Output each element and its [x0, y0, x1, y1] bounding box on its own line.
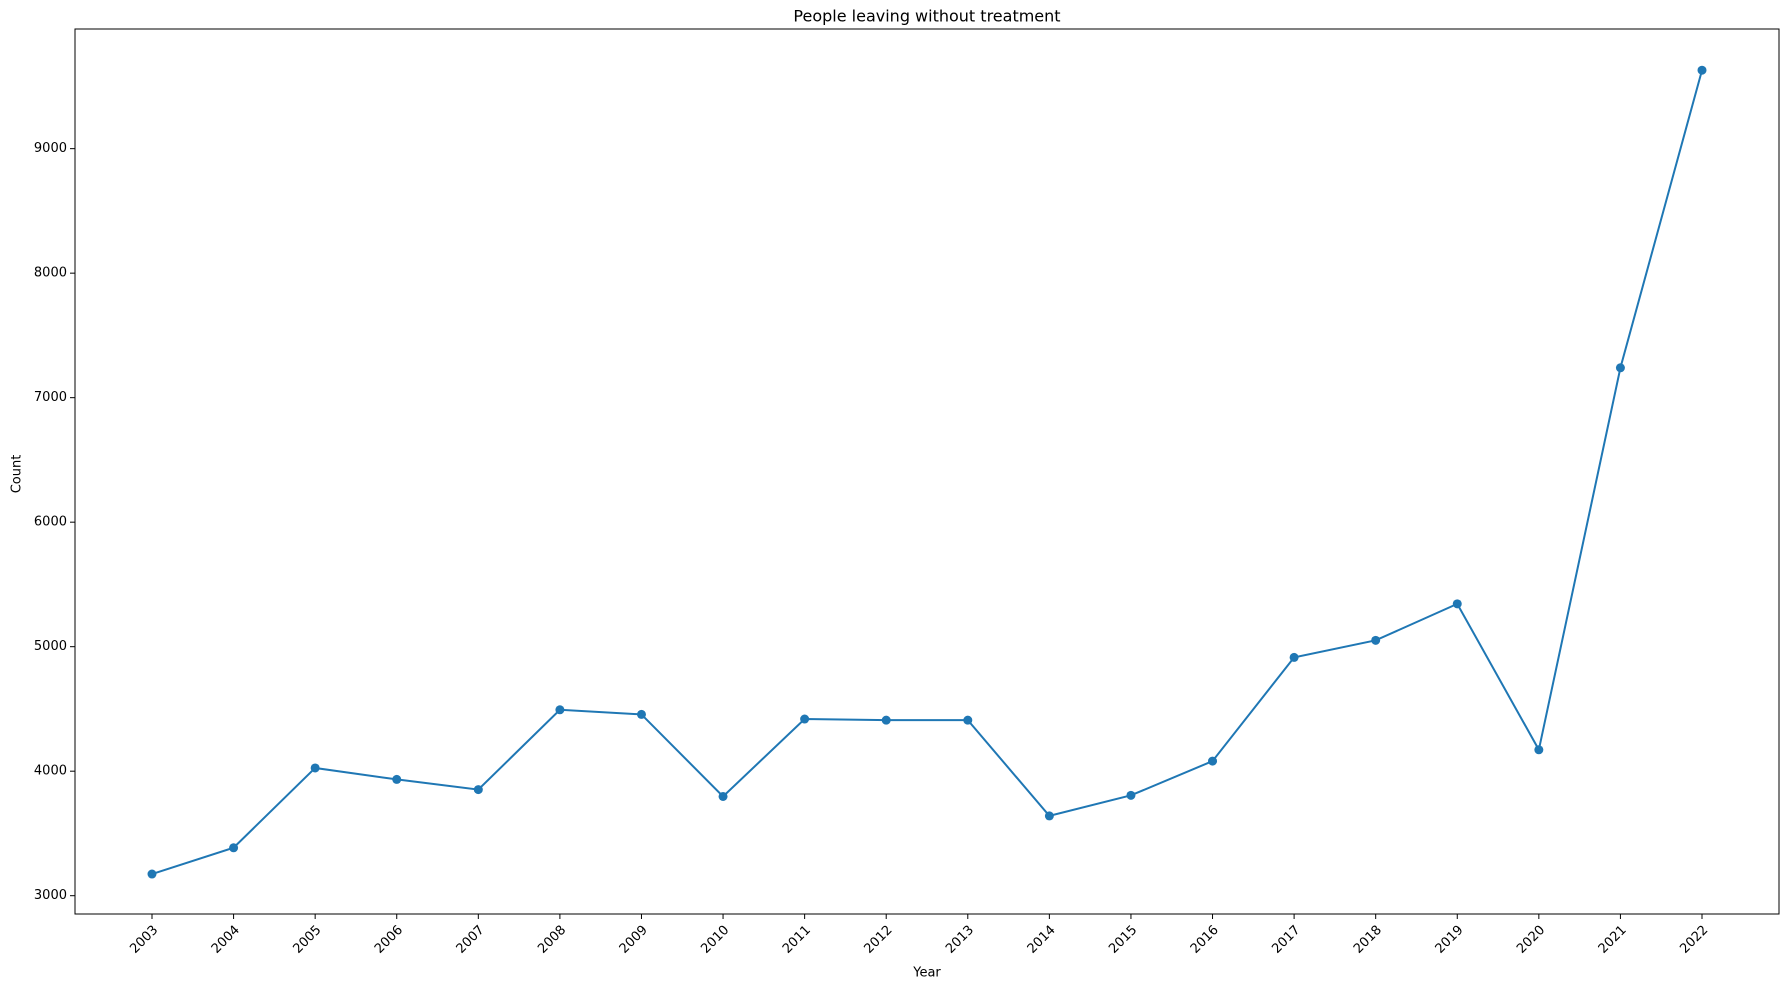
data-point	[1697, 65, 1707, 75]
x-tick-label: 2022	[1677, 923, 1711, 957]
x-tick-label: 2009	[617, 923, 651, 957]
data-point	[310, 763, 320, 773]
x-tick-label: 2015	[1106, 923, 1140, 957]
x-tick-label: 2011	[780, 923, 814, 957]
x-tick-label: 2007	[454, 923, 488, 957]
y-tick-label: 6000	[34, 515, 67, 530]
data-point	[1044, 811, 1054, 821]
data-point	[555, 705, 565, 715]
data-point	[147, 869, 157, 879]
x-tick-label: 2017	[1269, 923, 1303, 957]
data-point	[718, 791, 728, 801]
x-tick-label: 2008	[535, 923, 569, 957]
chart-title: People leaving without treatment	[793, 7, 1060, 26]
y-tick-label: 7000	[34, 390, 67, 405]
x-tick-label: 2003	[127, 923, 161, 957]
data-point	[636, 709, 646, 719]
x-tick-label: 2018	[1351, 923, 1385, 957]
x-tick-label: 2010	[698, 923, 732, 957]
data-point	[800, 714, 810, 724]
x-tick-label: 2020	[1514, 923, 1548, 957]
x-tick-label: 2016	[1188, 923, 1222, 957]
y-tick-label: 5000	[34, 639, 67, 654]
data-point	[1126, 790, 1136, 800]
y-tick-label: 3000	[34, 888, 67, 903]
plot-frame	[74, 28, 1780, 915]
y-tick-label: 4000	[34, 764, 67, 779]
y-tick-label: 9000	[34, 141, 67, 156]
x-tick-label: 2006	[372, 923, 406, 957]
data-point	[1208, 756, 1218, 766]
x-tick-label: 2021	[1596, 923, 1630, 957]
y-tick-label: 8000	[34, 266, 67, 281]
data-point	[1289, 652, 1299, 662]
data-point	[473, 785, 483, 795]
y-axis-label: Count	[10, 455, 25, 494]
x-axis-label: Year	[912, 966, 941, 981]
data-point	[1452, 599, 1462, 609]
x-tick-label: 2005	[290, 923, 324, 957]
data-point	[229, 843, 239, 853]
x-tick-label: 2004	[209, 923, 243, 957]
x-tick-label: 2013	[943, 923, 977, 957]
data-point	[1371, 635, 1381, 645]
x-tick-label: 2012	[862, 923, 896, 957]
data-point	[1534, 745, 1544, 755]
x-tick-label: 2014	[1025, 923, 1059, 957]
data-point	[963, 715, 973, 725]
x-tick-label: 2019	[1433, 923, 1467, 957]
data-point	[1615, 363, 1625, 373]
data-point	[392, 774, 402, 784]
data-line	[151, 69, 1703, 875]
data-point	[881, 715, 891, 725]
